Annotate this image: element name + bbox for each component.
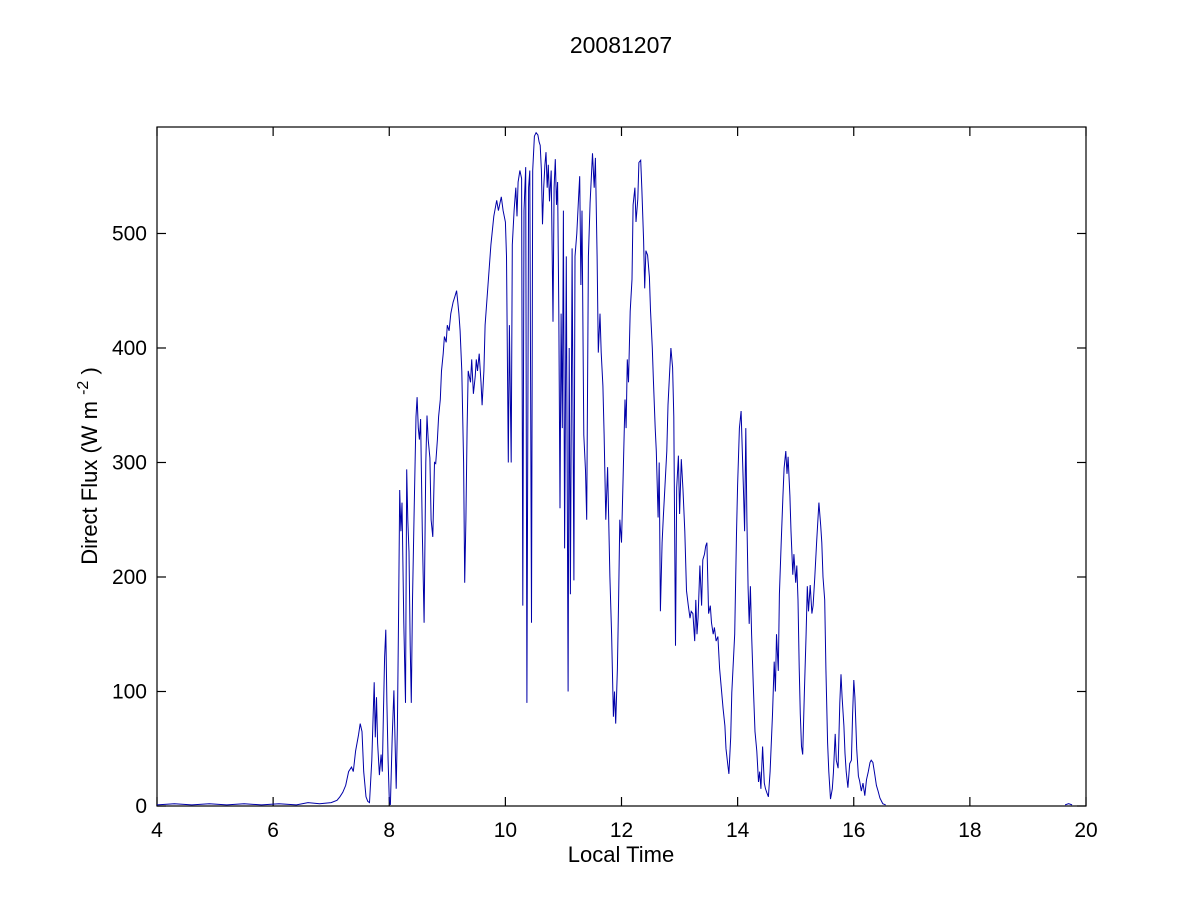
x-tick-label-12: 12 [610,819,633,842]
x-tick-label-18: 18 [958,819,981,842]
y-tick-label-500: 500 [112,222,147,245]
x-tick-label-20: 20 [1074,819,1097,842]
y-axis-label-superscript: -2 [75,381,92,395]
x-tick-label-4: 4 [151,819,163,842]
x-tick-label-10: 10 [494,819,517,842]
x-tick-label-8: 8 [383,819,395,842]
flux-line-series [156,131,1073,806]
series-segment-direct_flux [156,131,886,806]
y-tick-label-400: 400 [112,337,147,360]
y-tick-label-300: 300 [112,451,147,474]
x-axis-label: Local Time [568,842,674,867]
series-segment-direct_flux [1064,803,1073,806]
x-tick-label-6: 6 [267,819,279,842]
y-axis-tick-labels: 0 100 200 300 400 500 [112,222,147,818]
y-axis-label: Direct Flux (W m -2 ) [68,367,102,565]
x-axis-tick-labels: 4 6 8 10 12 14 16 18 20 [151,819,1098,842]
plot-box [156,126,1087,807]
y-axis-label-prefix: Direct Flux (W m [77,401,102,565]
y-axis-label-suffix: ) [77,367,102,374]
axis-ticks [156,127,1087,807]
chart-title: 20081207 [570,32,672,58]
x-tick-label-16: 16 [842,819,865,842]
x-tick-label-14: 14 [726,819,750,842]
y-tick-label-200: 200 [112,566,147,589]
y-tick-label-100: 100 [112,680,147,703]
y-tick-label-0: 0 [135,795,147,818]
